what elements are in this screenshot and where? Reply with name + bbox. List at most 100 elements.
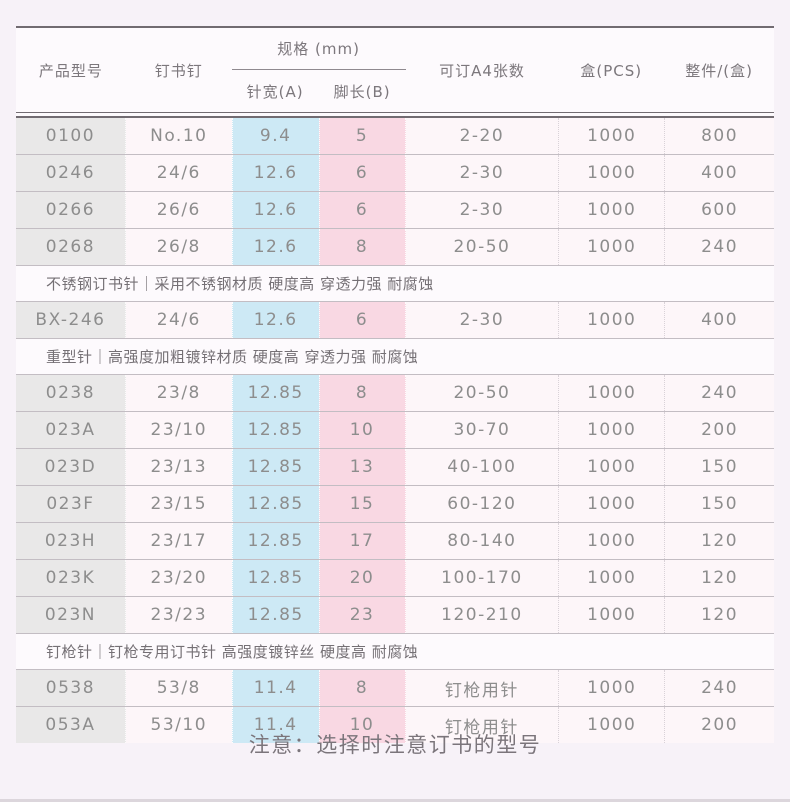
cell-box-pcs: 1000 [558,155,665,191]
table-row: 0268 26/8 12.6 8 20-50 1000 240 [16,229,775,266]
table-row: 023D 23/13 12.85 13 40-100 1000 150 [16,449,775,486]
cell-leg-length: 6 [318,155,406,191]
cell-box-pcs: 1000 [558,302,665,338]
cell-a4-sheets: 120-210 [405,597,559,633]
table-row: 023N 23/23 12.85 23 120-210 1000 120 [16,597,775,634]
cell-needle-width: 12.85 [231,375,319,411]
table-row: 0238 23/8 12.85 8 20-50 1000 240 [16,375,775,412]
cell-leg-length: 8 [318,229,406,265]
cell-needle-width: 12.6 [231,155,319,191]
cell-carton: 120 [664,523,775,559]
cell-product-model: 0266 [16,192,126,228]
header-staple-type: 钉书钉 [154,61,203,80]
header-box-pcs: 盒(PCS) [580,61,643,80]
table-body: 0100 No.10 9.4 5 2-20 1000 800 0246 24/6… [16,118,775,743]
table-row: 023K 23/20 12.85 20 100-170 1000 120 [16,560,775,597]
table-row: 023A 23/10 12.85 10 30-70 1000 200 [16,412,775,449]
cell-needle-width: 12.85 [231,412,319,448]
cell-a4-sheets: 30-70 [405,412,559,448]
cell-a4-sheets: 80-140 [405,523,559,559]
header-double-rule [16,112,774,118]
cell-product-model: 023F [16,486,126,522]
cell-product-model: 023D [16,449,126,485]
cell-box-pcs: 1000 [558,597,665,633]
table-row: 023H 23/17 12.85 17 80-140 1000 120 [16,523,775,560]
cell-staple-type: 24/6 [125,155,232,191]
cell-staple-type: 23/20 [125,560,232,596]
cell-staple-type: No.10 [125,118,232,154]
cell-a4-sheets: 2-20 [405,118,559,154]
cell-carton: 600 [664,192,775,228]
table-row: BX-246 24/6 12.6 6 2-30 1000 400 [16,302,775,339]
section-header-row: 钉枪针｜钉枪专用订书针 高强度镀锌丝 硬度高 耐腐蚀 [16,634,774,670]
cell-box-pcs: 1000 [558,118,665,154]
cell-product-model: 0100 [16,118,126,154]
cell-needle-width: 11.4 [231,670,319,706]
cell-carton: 120 [664,560,775,596]
cell-leg-length: 10 [318,412,406,448]
cell-carton: 240 [664,375,775,411]
cell-box-pcs: 1000 [558,192,665,228]
cell-leg-length: 6 [318,192,406,228]
cell-a4-sheets: 2-30 [405,302,559,338]
cell-needle-width: 12.85 [231,449,319,485]
cell-box-pcs: 1000 [558,707,665,743]
cell-needle-width: 12.6 [231,229,319,265]
cell-leg-length: 15 [318,486,406,522]
cell-leg-length: 5 [318,118,406,154]
cell-carton: 400 [664,302,775,338]
cell-carton: 240 [664,670,775,706]
cell-staple-type: 53/8 [125,670,232,706]
cell-box-pcs: 1000 [558,486,665,522]
cell-carton: 240 [664,229,775,265]
cell-a4-sheets: 2-30 [405,155,559,191]
cell-leg-length: 6 [318,302,406,338]
cell-a4-sheets: 钉枪用针 [405,670,559,706]
cell-product-model: 023H [16,523,126,559]
header-spec-group: 规格 (mm) 针宽(A) 脚长(B) [231,28,406,112]
cell-product-model: 0246 [16,155,126,191]
cell-box-pcs: 1000 [558,670,665,706]
header-carton: 整件/(盒) [685,61,753,80]
cell-leg-length: 8 [318,670,406,706]
cell-needle-width: 12.6 [231,302,319,338]
header-needle-width: 针宽(A) [246,82,304,101]
cell-a4-sheets: 60-120 [405,486,559,522]
cell-a4-sheets: 20-50 [405,375,559,411]
cell-leg-length: 8 [318,375,406,411]
cell-leg-length: 13 [318,449,406,485]
cell-needle-width: 12.85 [231,560,319,596]
header-leg-length: 脚长(B) [333,82,391,101]
cell-carton: 800 [664,118,775,154]
header-product-model: 产品型号 [38,61,103,80]
bottom-edge-strip [0,799,790,802]
cell-box-pcs: 1000 [558,229,665,265]
cell-a4-sheets: 40-100 [405,449,559,485]
cell-staple-type: 53/10 [125,707,232,743]
cell-a4-sheets: 2-30 [405,192,559,228]
cell-product-model: 023K [16,560,126,596]
cell-box-pcs: 1000 [558,560,665,596]
cell-carton: 150 [664,486,775,522]
cell-staple-type: 23/15 [125,486,232,522]
cell-staple-type: 23/17 [125,523,232,559]
table-header: 产品型号 钉书钉 规格 (mm) 针宽(A) 脚长(B) 可订A4张数 盒(PC… [16,28,774,112]
cell-product-model: BX-246 [16,302,126,338]
cell-box-pcs: 1000 [558,523,665,559]
table-row: 053A 53/10 11.4 10 钉枪用针 1000 200 [16,707,775,743]
table-row: 0538 53/8 11.4 8 钉枪用针 1000 240 [16,670,775,707]
cell-needle-width: 12.85 [231,597,319,633]
product-spec-table: 产品型号 钉书钉 规格 (mm) 针宽(A) 脚长(B) 可订A4张数 盒(PC… [16,26,775,743]
cell-needle-width: 12.85 [231,486,319,522]
section-label: 重型针｜高强度加粗镀锌材质 硬度高 穿透力强 耐腐蚀 [46,348,419,366]
cell-staple-type: 26/6 [125,192,232,228]
table-row: 0100 No.10 9.4 5 2-20 1000 800 [16,118,775,155]
cell-box-pcs: 1000 [558,449,665,485]
cell-staple-type: 24/6 [125,302,232,338]
cell-leg-length: 20 [318,560,406,596]
cell-carton: 200 [664,707,775,743]
table-row: 0246 24/6 12.6 6 2-30 1000 400 [16,155,775,192]
cell-carton: 120 [664,597,775,633]
cell-product-model: 0268 [16,229,126,265]
cell-staple-type: 23/10 [125,412,232,448]
